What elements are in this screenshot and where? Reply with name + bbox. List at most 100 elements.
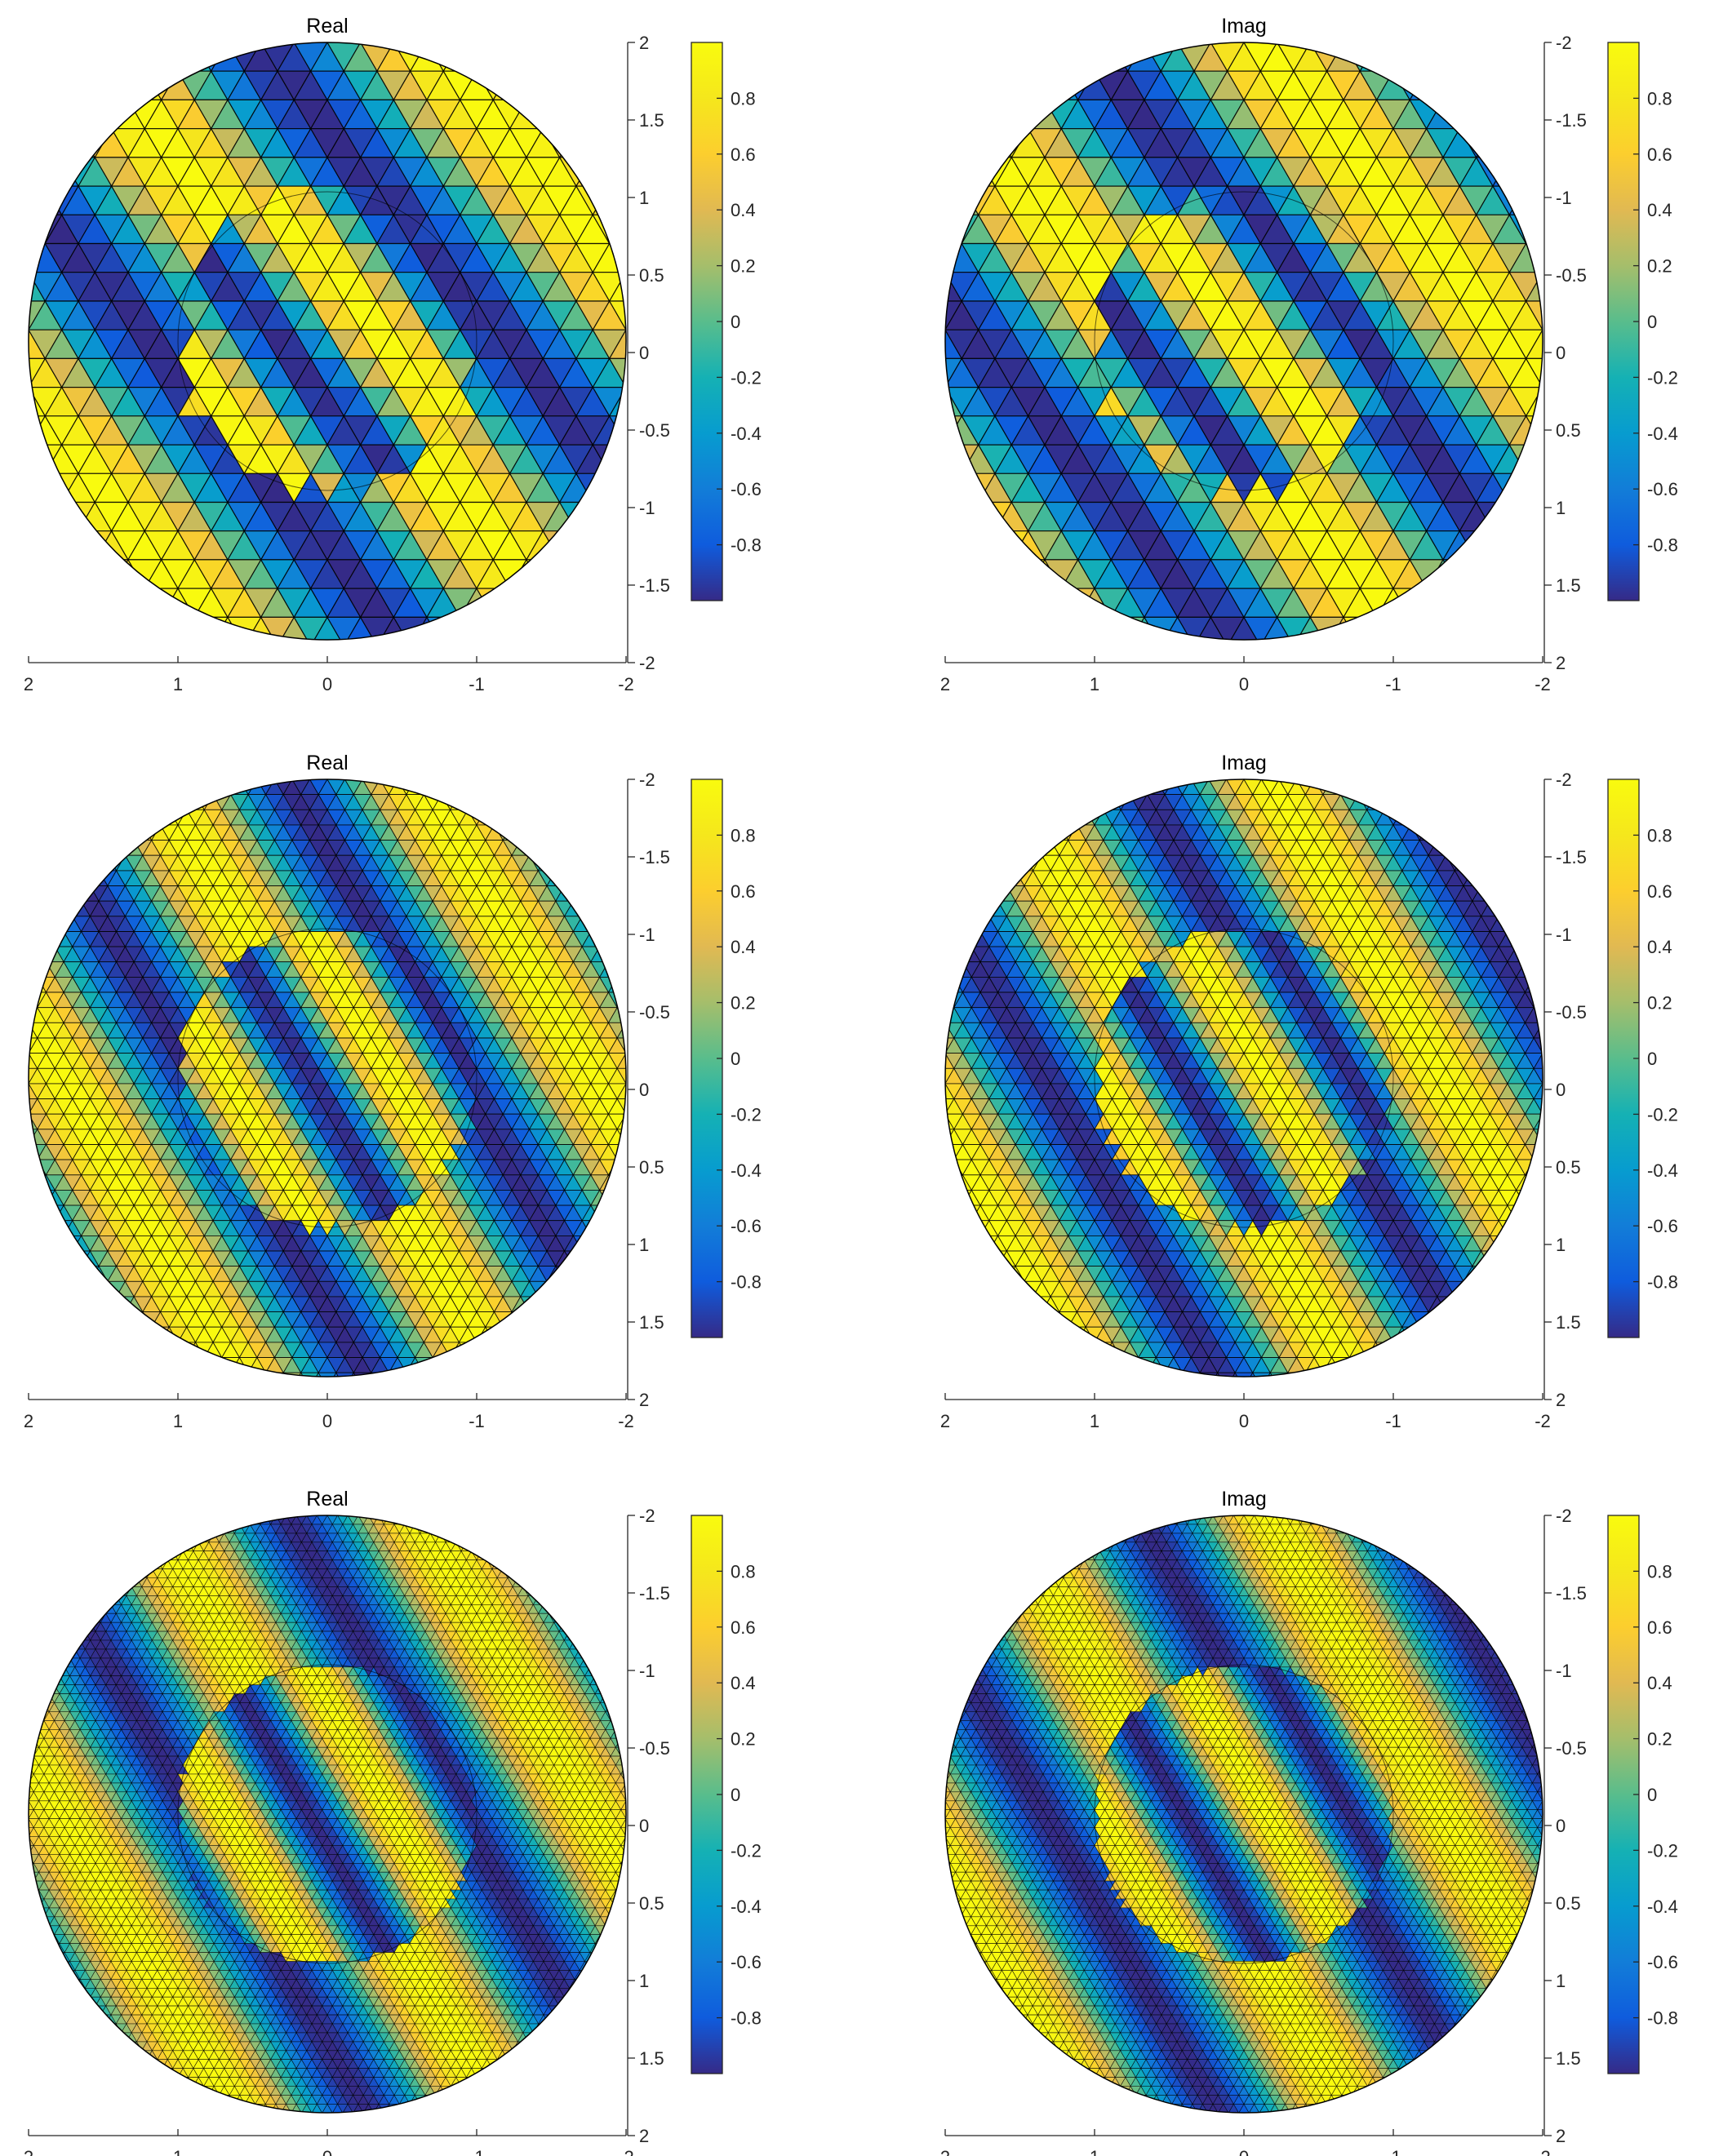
colorbar-tick-label: -0.2 bbox=[731, 1104, 762, 1125]
mesh-triangle bbox=[1155, 779, 1175, 780]
colorbar-tick-label: -0.8 bbox=[731, 535, 762, 556]
mesh-triangle bbox=[98, 840, 118, 857]
mesh-triangle bbox=[1330, 779, 1350, 796]
mesh-triangle bbox=[520, 824, 540, 841]
mesh-triangle bbox=[393, 42, 429, 43]
mesh-triangle bbox=[414, 1357, 433, 1374]
mesh-triangle bbox=[310, 1388, 328, 1404]
mesh-triangle bbox=[379, 1372, 398, 1377]
colorbar-tick-label: 0 bbox=[1647, 312, 1657, 332]
mesh-triangle bbox=[1472, 854, 1491, 872]
mesh-triangle bbox=[432, 1357, 451, 1374]
mesh-triangle bbox=[555, 1280, 575, 1298]
mesh-triangle bbox=[414, 1372, 433, 1377]
mesh-triangle bbox=[1533, 960, 1543, 978]
mesh-triangle bbox=[168, 1342, 188, 1358]
mesh-triangle bbox=[1110, 616, 1146, 640]
mesh-triangle bbox=[1401, 793, 1421, 810]
mesh-triangle bbox=[945, 214, 963, 245]
mesh-triangle bbox=[511, 824, 531, 841]
mesh-triangle bbox=[1015, 840, 1034, 857]
mesh-triangle bbox=[29, 976, 38, 993]
mesh-triangle bbox=[555, 870, 575, 887]
panel-title: Imag bbox=[1221, 15, 1267, 38]
mesh-triangle bbox=[11, 1038, 29, 1054]
mesh-triangle bbox=[193, 616, 229, 640]
mesh-triangle bbox=[29, 1204, 47, 1222]
mesh-triangle bbox=[1278, 779, 1298, 780]
mesh-triangle bbox=[511, 1311, 531, 1329]
mesh-triangle bbox=[11, 1023, 29, 1038]
mesh-triangle bbox=[458, 794, 477, 811]
mesh-triangle bbox=[274, 1388, 292, 1404]
mesh-triangle bbox=[168, 793, 188, 810]
mesh-triangle bbox=[1472, 870, 1491, 887]
mesh-triangle bbox=[1067, 793, 1086, 810]
mesh-triangle bbox=[1006, 854, 1025, 872]
mesh-triangle bbox=[327, 1388, 345, 1404]
mesh-triangle bbox=[1164, 779, 1184, 780]
y-tick-label: 1 bbox=[1556, 498, 1566, 518]
y-tick-label: 0.5 bbox=[639, 1157, 664, 1178]
mesh-triangle bbox=[221, 779, 241, 780]
mesh-triangle bbox=[608, 328, 626, 359]
mesh-triangle bbox=[124, 824, 144, 841]
y-tick-label: 2 bbox=[1556, 653, 1566, 673]
y-tick-label: 2 bbox=[639, 1390, 649, 1410]
mesh-triangle bbox=[397, 779, 416, 780]
mesh-triangle bbox=[1076, 809, 1095, 826]
mesh-triangle bbox=[953, 930, 973, 947]
mesh-triangle bbox=[45, 1235, 64, 1252]
mesh-triangle bbox=[449, 1357, 469, 1374]
x-tick-label: 2 bbox=[24, 1411, 33, 1431]
mesh-triangle bbox=[581, 900, 601, 917]
mesh-triangle bbox=[238, 1372, 258, 1377]
mesh-triangle bbox=[953, 946, 973, 963]
mesh-triangle bbox=[11, 992, 29, 1008]
x-tick-label: 1 bbox=[173, 674, 183, 694]
mesh-triangle bbox=[11, 1099, 29, 1115]
mesh-triangle bbox=[2, 1068, 20, 1084]
mesh-triangle bbox=[625, 1053, 626, 1070]
y-tick-label: -1 bbox=[639, 498, 655, 518]
y-tick-label: 1.5 bbox=[1556, 575, 1581, 596]
mesh-triangle bbox=[546, 854, 566, 872]
mesh-triangle bbox=[388, 1372, 407, 1377]
mesh-triangle bbox=[2, 1054, 20, 1069]
y-tick-label: 2 bbox=[639, 33, 649, 53]
x-tick-label: 2 bbox=[940, 674, 950, 694]
mesh-triangle bbox=[945, 960, 955, 978]
mesh-triangle bbox=[425, 616, 461, 640]
mesh-triangle bbox=[11, 1068, 29, 1084]
mesh-triangle bbox=[537, 1296, 557, 1313]
mesh-triangle bbox=[203, 779, 223, 796]
mesh-triangle bbox=[624, 299, 626, 330]
mesh-triangle bbox=[29, 299, 30, 330]
mesh-triangle bbox=[993, 530, 1029, 561]
mesh-triangle bbox=[493, 809, 513, 826]
mesh-triangle bbox=[616, 1067, 626, 1085]
mesh-triangle bbox=[89, 854, 109, 872]
mesh-triangle bbox=[1445, 839, 1464, 856]
mesh-triangle bbox=[616, 1098, 626, 1116]
x-tick-label: 1 bbox=[173, 1411, 183, 1431]
mesh-triangle bbox=[37, 1204, 56, 1222]
mesh-triangle bbox=[441, 1356, 460, 1373]
y-tick-label: 1.5 bbox=[639, 1312, 664, 1333]
mesh-triangle bbox=[150, 793, 170, 810]
mesh-triangle bbox=[476, 1342, 495, 1359]
mesh-triangle bbox=[1313, 779, 1333, 780]
mesh-triangle bbox=[212, 1372, 232, 1377]
mesh-triangle bbox=[607, 1189, 626, 1206]
mesh-triangle bbox=[29, 329, 30, 360]
mesh-triangle bbox=[11, 1054, 29, 1069]
mesh-triangle bbox=[945, 1037, 946, 1054]
mesh-triangle bbox=[94, 559, 130, 590]
mesh-triangle bbox=[1138, 779, 1157, 796]
mesh-triangle bbox=[616, 1173, 626, 1191]
mesh-triangle bbox=[1508, 472, 1543, 504]
mesh-triangle bbox=[89, 1280, 109, 1298]
mesh-triangle bbox=[528, 1295, 548, 1313]
mesh-triangle bbox=[11, 1084, 29, 1099]
